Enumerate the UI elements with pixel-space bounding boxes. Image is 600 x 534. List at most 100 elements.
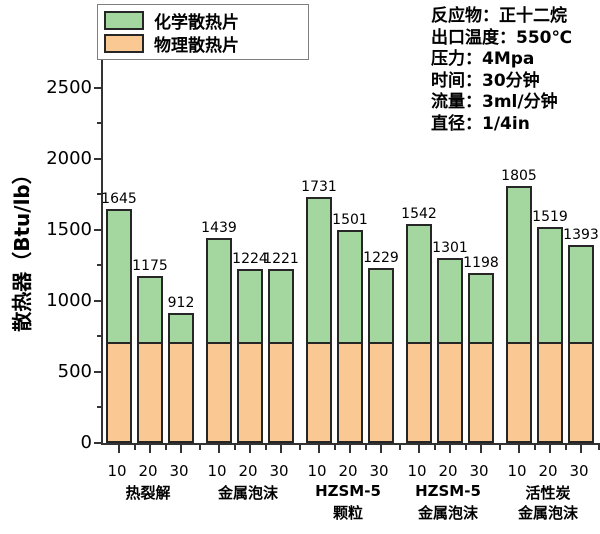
y-tick-label: 2500 bbox=[46, 76, 92, 98]
bar-value-label: 1175 bbox=[132, 258, 168, 274]
x-major-tick bbox=[449, 445, 451, 453]
stacked-bar bbox=[468, 273, 494, 443]
x-major-tick bbox=[418, 445, 420, 453]
bar-value-label: 1805 bbox=[501, 168, 537, 184]
x-subtick-label: 10 bbox=[307, 462, 327, 480]
stacked-bar bbox=[568, 245, 594, 443]
x-minor-tick bbox=[564, 445, 567, 450]
x-subtick-label: 30 bbox=[269, 462, 289, 480]
physical-segment bbox=[508, 342, 530, 441]
legend-item: 化学散热片 bbox=[104, 9, 302, 33]
y-major-tick bbox=[94, 370, 101, 373]
bar-value-label: 1301 bbox=[432, 240, 468, 256]
bar-value-label: 1542 bbox=[401, 206, 437, 222]
x-minor-tick bbox=[533, 445, 536, 450]
bar-value-label: 1731 bbox=[301, 179, 337, 195]
physical-segment bbox=[408, 342, 430, 441]
x-minor-tick bbox=[364, 445, 367, 450]
stacked-bar bbox=[437, 258, 463, 443]
bar-value-label: 1501 bbox=[332, 212, 368, 228]
x-subtick-label: 10 bbox=[207, 462, 227, 480]
y-major-tick bbox=[94, 86, 101, 89]
stacked-bar bbox=[406, 224, 432, 443]
x-group-label: 颗粒 bbox=[332, 504, 363, 522]
stacked-bar bbox=[206, 238, 232, 443]
annotation-box: 反应物：正十二烷 出口温度：550℃ 压力：4Mpa 时间：30分钟 流量：3ml/分钟… bbox=[431, 6, 599, 135]
x-group-label: 金属泡沫 bbox=[517, 504, 578, 522]
physical-segment bbox=[270, 342, 292, 441]
x-group-label: 活性炭 bbox=[525, 484, 571, 502]
x-group-label: 金属泡沫 bbox=[217, 484, 278, 502]
bar-value-label: 1198 bbox=[463, 255, 499, 271]
x-subtick-label: 30 bbox=[169, 462, 189, 480]
y-tick-label: 1000 bbox=[46, 289, 92, 311]
physical-segment bbox=[370, 342, 392, 441]
x-group-label: 热裂解 bbox=[125, 484, 171, 502]
annotation-line: 压力：4Mpa bbox=[431, 49, 535, 69]
annotation-line: 出口温度：550℃ bbox=[431, 27, 573, 48]
x-group-label: 金属泡沫 bbox=[417, 504, 478, 522]
y-major-tick bbox=[94, 157, 101, 160]
physical-segment bbox=[339, 342, 361, 441]
chemical-swatch bbox=[104, 11, 144, 30]
y-minor-tick bbox=[97, 335, 101, 338]
x-major-tick bbox=[149, 445, 151, 453]
x-subtick-label: 10 bbox=[107, 462, 127, 480]
stacked-bar bbox=[337, 230, 363, 443]
annotation-line: 时间：30分钟 bbox=[431, 70, 540, 91]
x-subtick-label: 30 bbox=[369, 462, 389, 480]
x-subtick-label: 10 bbox=[407, 462, 427, 480]
stacked-bar bbox=[537, 227, 563, 443]
bar-value-label: 1224 bbox=[232, 251, 268, 267]
stacked-bar bbox=[368, 268, 394, 443]
annotation-line: 流量：3ml/分钟 bbox=[431, 92, 558, 112]
x-minor-tick bbox=[233, 445, 236, 450]
x-group-label: HZSM-5 bbox=[415, 482, 481, 500]
x-minor-tick bbox=[164, 445, 167, 450]
x-major-tick bbox=[218, 445, 220, 453]
y-minor-tick bbox=[97, 264, 101, 267]
x-major-tick bbox=[180, 445, 182, 453]
x-minor-tick bbox=[333, 445, 336, 450]
x-major-tick bbox=[380, 445, 382, 453]
physical-segment bbox=[439, 342, 461, 441]
x-subtick-label: 30 bbox=[569, 462, 589, 480]
x-major-tick bbox=[280, 445, 282, 453]
y-axis-title: 散热器（Btu/lb） bbox=[10, 164, 34, 332]
legend-label: 物理散热片 bbox=[154, 36, 239, 56]
x-major-tick bbox=[480, 445, 482, 453]
x-subtick-label: 20 bbox=[538, 462, 558, 480]
x-subtick-label: 20 bbox=[338, 462, 358, 480]
x-minor-tick bbox=[464, 445, 467, 450]
x-major-tick bbox=[318, 445, 320, 453]
stacked-bar bbox=[168, 313, 194, 443]
y-tick-label: 2000 bbox=[46, 147, 92, 169]
x-minor-tick bbox=[133, 445, 136, 450]
x-subtick-label: 10 bbox=[507, 462, 527, 480]
x-group-label: HZSM-5 bbox=[315, 482, 381, 500]
physical-segment bbox=[239, 342, 261, 441]
bar-value-label: 912 bbox=[167, 295, 195, 311]
stacked-bar bbox=[106, 209, 132, 443]
plot-area: 1645 1175 912 1439 1224 1221 1731 1501 1229 1542 1… bbox=[94, 52, 600, 453]
legend-item: 物理散热片 bbox=[104, 32, 302, 56]
x-minor-tick bbox=[264, 445, 267, 450]
y-minor-tick bbox=[97, 193, 101, 196]
legend-label: 化学散热片 bbox=[154, 13, 239, 33]
stacked-bar bbox=[268, 269, 294, 443]
x-minor-tick bbox=[299, 445, 301, 450]
physical-segment bbox=[208, 342, 230, 441]
annotation-line: 直径：1/4in bbox=[431, 113, 530, 134]
x-subtick-label: 20 bbox=[438, 462, 458, 480]
bar-value-label: 1519 bbox=[532, 209, 568, 225]
annotation-line: 反应物：正十二烷 bbox=[431, 6, 567, 26]
x-major-tick bbox=[549, 445, 551, 453]
x-major-tick bbox=[249, 445, 251, 453]
x-major-tick bbox=[580, 445, 582, 453]
x-minor-tick bbox=[399, 445, 401, 450]
y-minor-tick bbox=[97, 406, 101, 409]
x-minor-tick bbox=[199, 445, 201, 450]
bar-value-label: 1645 bbox=[101, 191, 137, 207]
physical-segment bbox=[470, 342, 492, 441]
x-minor-tick bbox=[433, 445, 436, 450]
